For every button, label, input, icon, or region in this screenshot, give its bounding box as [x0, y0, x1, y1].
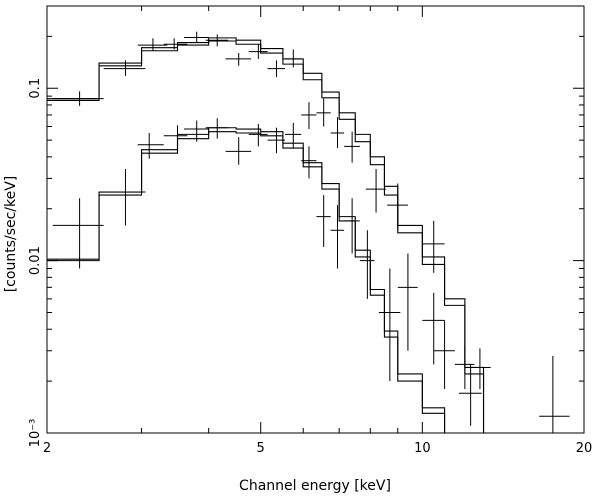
- y-axis-title: [counts/sec/keV]: [3, 176, 19, 293]
- data-point: [137, 38, 168, 51]
- data-point: [267, 127, 286, 154]
- data-point: [397, 253, 418, 351]
- data-point: [378, 268, 401, 382]
- data-point: [330, 205, 345, 269]
- data-point: [316, 195, 331, 247]
- data-point: [539, 355, 570, 433]
- data-point: [137, 133, 164, 159]
- data-point: [52, 198, 104, 269]
- plot-frame: [46, 5, 585, 434]
- y-tick-label: 10⁻³: [28, 419, 43, 448]
- data-point: [205, 118, 229, 139]
- data-point: [163, 38, 188, 50]
- data-point: [422, 292, 445, 365]
- data-point: [472, 348, 491, 389]
- data-point: [205, 34, 229, 47]
- data-point: [163, 125, 188, 149]
- y-tick-label: 0.01: [28, 246, 43, 275]
- data-point: [225, 137, 252, 165]
- data-point: [433, 320, 455, 389]
- axes-layer: 2 5 10 20 10⁻³ 0.01 0.1: [28, 5, 593, 456]
- data-point: [267, 60, 286, 78]
- data-point: [316, 98, 331, 127]
- data-point: [103, 60, 146, 76]
- data-point: [225, 53, 252, 66]
- data-point: [103, 169, 146, 226]
- x-tick-label: 2: [43, 441, 51, 456]
- data-point: [422, 220, 445, 273]
- data-point: [344, 198, 360, 254]
- data-point: [248, 124, 268, 147]
- data-point: [387, 183, 408, 231]
- data-point: [184, 31, 209, 44]
- data-point: [458, 364, 482, 426]
- plot-layer: [47, 31, 570, 434]
- model-step-line: [47, 131, 465, 434]
- x-tick-label: 5: [257, 441, 265, 456]
- model-step-line: [47, 37, 485, 433]
- data-point: [285, 49, 302, 68]
- model-step-line: [47, 127, 465, 434]
- data-point: [301, 102, 317, 130]
- x-tick-label: 20: [576, 441, 593, 456]
- data-point: [301, 146, 317, 179]
- y-tick-label: 0.1: [28, 78, 43, 99]
- data-point: [365, 169, 386, 213]
- x-axis-title: Channel energy [keV]: [239, 478, 391, 494]
- data-point: [344, 131, 360, 163]
- data-point: [248, 44, 268, 59]
- x-tick-label: 10: [414, 441, 431, 456]
- data-point: [184, 120, 209, 142]
- data-point: [359, 230, 375, 299]
- data-point: [52, 91, 104, 106]
- data-point: [285, 122, 302, 149]
- data-point: [454, 345, 475, 389]
- data-point: [330, 117, 345, 149]
